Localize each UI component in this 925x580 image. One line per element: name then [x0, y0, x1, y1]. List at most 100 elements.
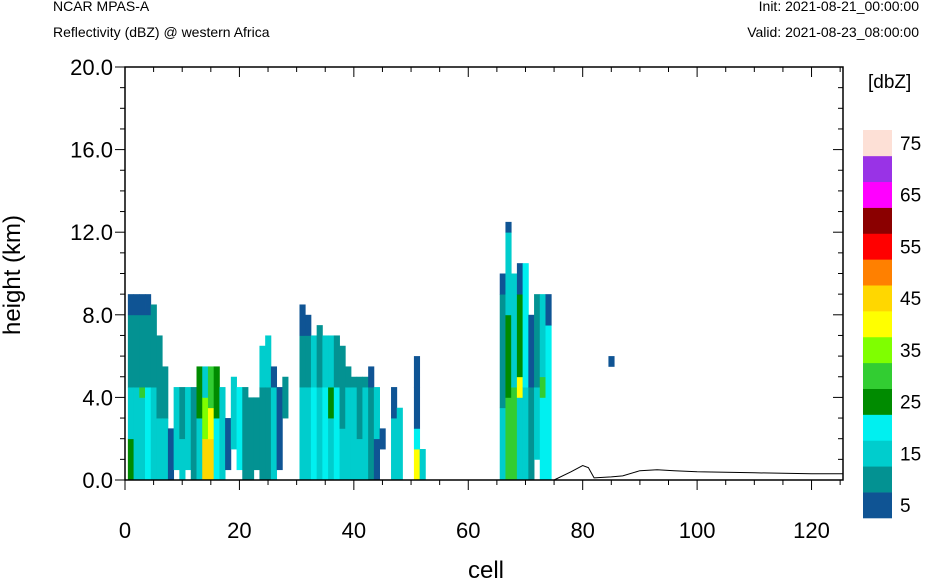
reflectivity-cell — [516, 294, 524, 378]
colorbar-swatch — [863, 181, 892, 208]
reflectivity-cell — [339, 428, 346, 481]
reflectivity-cell — [322, 335, 329, 388]
reflectivity-cell — [528, 387, 535, 481]
reflectivity-cell — [539, 294, 546, 378]
colorbar-swatch — [863, 414, 892, 441]
reflectivity-cell — [310, 335, 318, 388]
reflectivity-cell — [150, 387, 157, 481]
reflectivity-cell — [362, 387, 369, 481]
reflectivity-cell — [265, 335, 272, 388]
reflectivity-cell — [413, 387, 421, 429]
x-tick-label: 20 — [227, 518, 251, 543]
reflectivity-cell — [219, 387, 226, 481]
colorbar-swatch — [863, 336, 892, 364]
reflectivity-cell — [545, 325, 552, 481]
reflectivity-cell — [356, 438, 363, 481]
colorbar-label: 75 — [900, 134, 921, 155]
reflectivity-cell — [539, 376, 546, 398]
reflectivity-cell — [333, 335, 340, 388]
y-tick-label: 8.0 — [82, 303, 113, 328]
reflectivity-cell — [522, 387, 529, 481]
reflectivity-cells — [127, 221, 615, 481]
reflectivity-cell — [499, 273, 506, 295]
reflectivity-cell — [350, 387, 358, 481]
reflectivity-cell — [362, 376, 369, 388]
x-axis-label: cell — [468, 557, 504, 580]
x-tick-label: 100 — [679, 518, 716, 543]
reflectivity-cell — [139, 294, 146, 316]
reflectivity-cell — [522, 263, 529, 388]
reflectivity-cell — [276, 387, 283, 471]
reflectivity-cell — [242, 387, 249, 481]
reflectivity-cell — [499, 407, 506, 481]
reflectivity-cell — [202, 438, 209, 481]
reflectivity-cell — [368, 387, 375, 481]
reflectivity-cell — [145, 314, 152, 388]
y-axis-label: height (km) — [0, 215, 26, 335]
reflectivity-cell — [179, 387, 186, 440]
reflectivity-cell — [190, 387, 197, 481]
reflectivity-cell — [379, 428, 386, 450]
colorbar-label: 15 — [900, 444, 921, 465]
reflectivity-cell — [328, 387, 335, 419]
colorbar-label: 5 — [900, 496, 911, 517]
colorbar-swatch — [863, 362, 892, 389]
reflectivity-cell — [202, 366, 209, 398]
y-tick-label: 0.0 — [82, 468, 113, 493]
reflectivity-cell — [534, 387, 541, 460]
reflectivity-cell — [339, 345, 346, 429]
reflectivity-cell — [505, 232, 512, 316]
reflectivity-cell — [391, 387, 398, 419]
x-tick-label: 40 — [342, 518, 366, 543]
colorbar-swatch — [863, 285, 892, 312]
reflectivity-cell — [139, 387, 146, 398]
colorbar-swatch — [863, 440, 892, 467]
reflectivity-cell — [345, 366, 352, 388]
reflectivity-cell — [127, 438, 134, 481]
colorbar-swatch — [863, 466, 892, 493]
x-tick-label: 0 — [119, 518, 131, 543]
reflectivity-cell — [511, 387, 518, 481]
reflectivity-cell — [539, 397, 546, 481]
x-axis: 0 20 40 60 80 100 120 — [119, 67, 841, 543]
reflectivity-cell — [516, 376, 524, 398]
reflectivity-cell — [133, 387, 140, 481]
reflectivity-cell — [179, 438, 186, 481]
reflectivity-cell — [207, 407, 215, 440]
reflectivity-cell — [150, 304, 157, 388]
reflectivity-cell — [419, 449, 426, 481]
reflectivity-cell — [259, 345, 266, 388]
reflectivity-cell — [413, 449, 421, 481]
colorbar: 5 15 25 35 45 55 65 75 — [863, 130, 921, 519]
reflectivity-cell — [248, 397, 255, 481]
reflectivity-cell — [608, 356, 615, 367]
reflectivity-cell — [162, 366, 169, 419]
reflectivity-cell — [310, 387, 318, 481]
colorbar-unit: [dbZ] — [868, 72, 911, 93]
colorbar-label: 35 — [900, 341, 921, 362]
reflectivity-cell — [373, 438, 380, 481]
colorbar-swatch — [863, 233, 892, 260]
reflectivity-cell — [196, 418, 203, 481]
reflectivity-cell — [185, 387, 192, 471]
y-tick-label: 16.0 — [70, 138, 113, 163]
reflectivity-cell — [396, 407, 403, 481]
colorbar-swatch — [863, 492, 892, 519]
reflectivity-cell — [145, 294, 152, 316]
reflectivity-cell — [133, 314, 140, 388]
reflectivity-cell — [207, 438, 215, 481]
reflectivity-cell — [545, 294, 552, 326]
reflectivity-cell — [534, 294, 541, 388]
y-axis: 0.0 4.0 8.0 12.0 16.0 20.0 — [70, 55, 843, 493]
y-tick-label: 12.0 — [70, 220, 113, 245]
reflectivity-cell — [156, 335, 163, 419]
reflectivity-cell — [316, 325, 323, 388]
reflectivity-cell — [333, 387, 340, 481]
y-tick-label: 20.0 — [70, 55, 113, 80]
x-tick-label: 60 — [456, 518, 480, 543]
reflectivity-cell — [305, 314, 312, 336]
reflectivity-cell — [127, 387, 134, 440]
reflectivity-cell — [516, 397, 524, 481]
reflectivity-cell — [236, 387, 243, 471]
